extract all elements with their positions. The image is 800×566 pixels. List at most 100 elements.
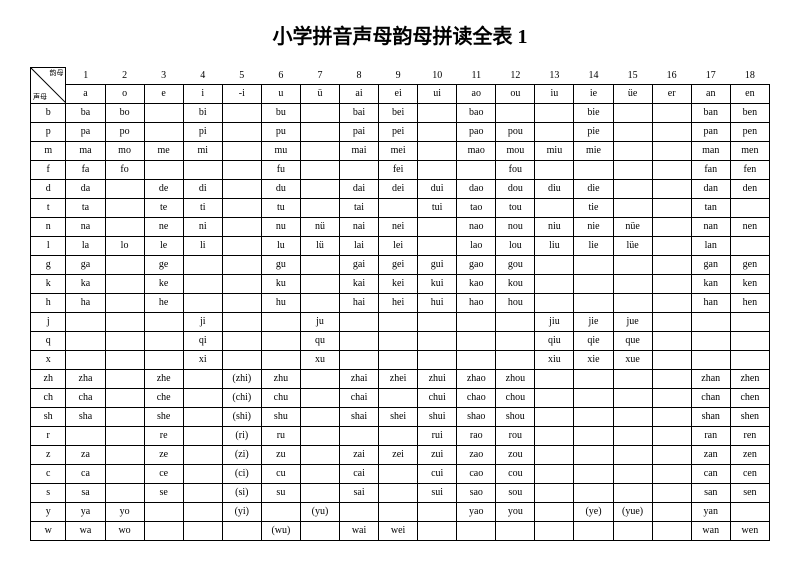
- cell: [183, 388, 222, 407]
- cell: nu: [261, 217, 300, 236]
- col-number: 2: [105, 68, 144, 85]
- cell: hui: [418, 293, 457, 312]
- cell: [730, 236, 769, 255]
- cell: zen: [730, 445, 769, 464]
- row-header: b: [31, 103, 66, 122]
- cell: [300, 521, 339, 540]
- cell: chan: [691, 388, 730, 407]
- cell: [418, 331, 457, 350]
- cell: [652, 407, 691, 426]
- cell: me: [144, 141, 183, 160]
- cell: lu: [261, 236, 300, 255]
- col-header: ie: [574, 84, 613, 103]
- cell: [105, 198, 144, 217]
- cell: [535, 103, 574, 122]
- cell: [691, 350, 730, 369]
- row-header: sh: [31, 407, 66, 426]
- col-number: 17: [691, 68, 730, 85]
- cell: dao: [457, 179, 496, 198]
- cell: ha: [66, 293, 105, 312]
- row-header: d: [31, 179, 66, 198]
- cell: [574, 369, 613, 388]
- cell: nü: [300, 217, 339, 236]
- col-header: ai: [340, 84, 379, 103]
- cell: [574, 483, 613, 502]
- cell: [418, 141, 457, 160]
- cell: [144, 502, 183, 521]
- cell: [222, 103, 261, 122]
- cell: [574, 521, 613, 540]
- cell: kai: [340, 274, 379, 293]
- cell: zou: [496, 445, 535, 464]
- cell: [730, 198, 769, 217]
- cell: [652, 426, 691, 445]
- cell: cu: [261, 464, 300, 483]
- col-header: -i: [222, 84, 261, 103]
- cell: cen: [730, 464, 769, 483]
- row-header: z: [31, 445, 66, 464]
- cell: zui: [418, 445, 457, 464]
- cell: nan: [691, 217, 730, 236]
- cell: fei: [379, 160, 418, 179]
- cell: [652, 103, 691, 122]
- cell: [574, 255, 613, 274]
- cell: [535, 483, 574, 502]
- cell: du: [261, 179, 300, 198]
- cell: zhou: [496, 369, 535, 388]
- cell: gen: [730, 255, 769, 274]
- cell: (yue): [613, 502, 652, 521]
- cell: [418, 103, 457, 122]
- col-header: ou: [496, 84, 535, 103]
- cell: [183, 369, 222, 388]
- cell: yan: [691, 502, 730, 521]
- cell: tan: [691, 198, 730, 217]
- cell: [574, 407, 613, 426]
- cell: [613, 160, 652, 179]
- cell: fu: [261, 160, 300, 179]
- cell: [496, 331, 535, 350]
- cell: zan: [691, 445, 730, 464]
- cell: fen: [730, 160, 769, 179]
- cell: cao: [457, 464, 496, 483]
- cell: hu: [261, 293, 300, 312]
- cell: [652, 122, 691, 141]
- cell: ge: [144, 255, 183, 274]
- col-number: 8: [340, 68, 379, 85]
- cell: [222, 122, 261, 141]
- row-header: f: [31, 160, 66, 179]
- row-header: s: [31, 483, 66, 502]
- cell: qiu: [535, 331, 574, 350]
- cell: [613, 483, 652, 502]
- cell: lou: [496, 236, 535, 255]
- cell: [222, 198, 261, 217]
- cell: [300, 255, 339, 274]
- cell: su: [261, 483, 300, 502]
- col-header: er: [652, 84, 691, 103]
- row-header: t: [31, 198, 66, 217]
- cell: ru: [261, 426, 300, 445]
- col-number: 6: [261, 68, 300, 85]
- cell: mie: [574, 141, 613, 160]
- cell: [300, 464, 339, 483]
- cell: den: [730, 179, 769, 198]
- cell: [691, 312, 730, 331]
- row-header: l: [31, 236, 66, 255]
- cell: [574, 464, 613, 483]
- cell: [300, 141, 339, 160]
- cell: [535, 255, 574, 274]
- cell: [300, 122, 339, 141]
- cell: [535, 521, 574, 540]
- row-header: c: [31, 464, 66, 483]
- cell: ke: [144, 274, 183, 293]
- cell: [652, 236, 691, 255]
- cell: wan: [691, 521, 730, 540]
- cell: nie: [574, 217, 613, 236]
- cell: ba: [66, 103, 105, 122]
- cell: [418, 217, 457, 236]
- cell: [652, 141, 691, 160]
- cell: li: [183, 236, 222, 255]
- cell: ban: [691, 103, 730, 122]
- cell: [379, 331, 418, 350]
- cell: za: [66, 445, 105, 464]
- cell: lai: [340, 236, 379, 255]
